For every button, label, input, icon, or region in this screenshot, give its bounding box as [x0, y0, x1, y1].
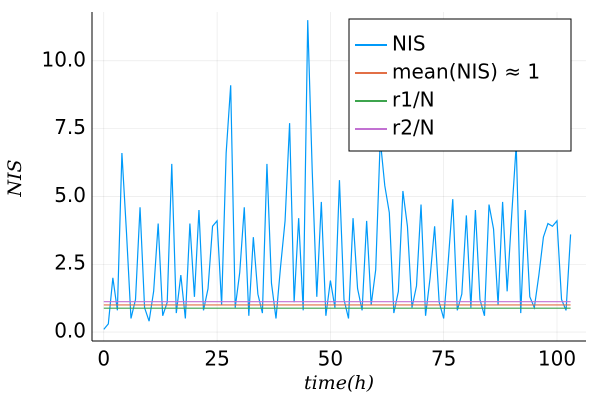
series-line: [103, 20, 572, 330]
legend-label: r1/N: [392, 88, 435, 112]
x-tick-label: 100: [538, 347, 576, 371]
x-tick-label: 0: [97, 347, 110, 371]
legend-box: [348, 18, 572, 152]
legend-label: mean(NIS) ≈ 1: [392, 60, 540, 84]
y-axis-label: NIS: [4, 159, 26, 197]
y-tick-label: 10.0: [41, 47, 86, 71]
y-tick-label: 2.5: [54, 251, 86, 275]
x-tick-label: 50: [318, 347, 343, 371]
y-tick-label: 5.0: [54, 183, 86, 207]
x-tick-label: 25: [204, 347, 229, 371]
x-tick-label: 75: [431, 347, 456, 371]
y-tick-label: 7.5: [54, 115, 86, 139]
legend-label: NIS: [392, 32, 426, 56]
y-tick-label: 0.0: [54, 319, 86, 343]
legend-label: r2/N: [392, 116, 435, 140]
x-axis-label: time(h): [304, 372, 374, 394]
